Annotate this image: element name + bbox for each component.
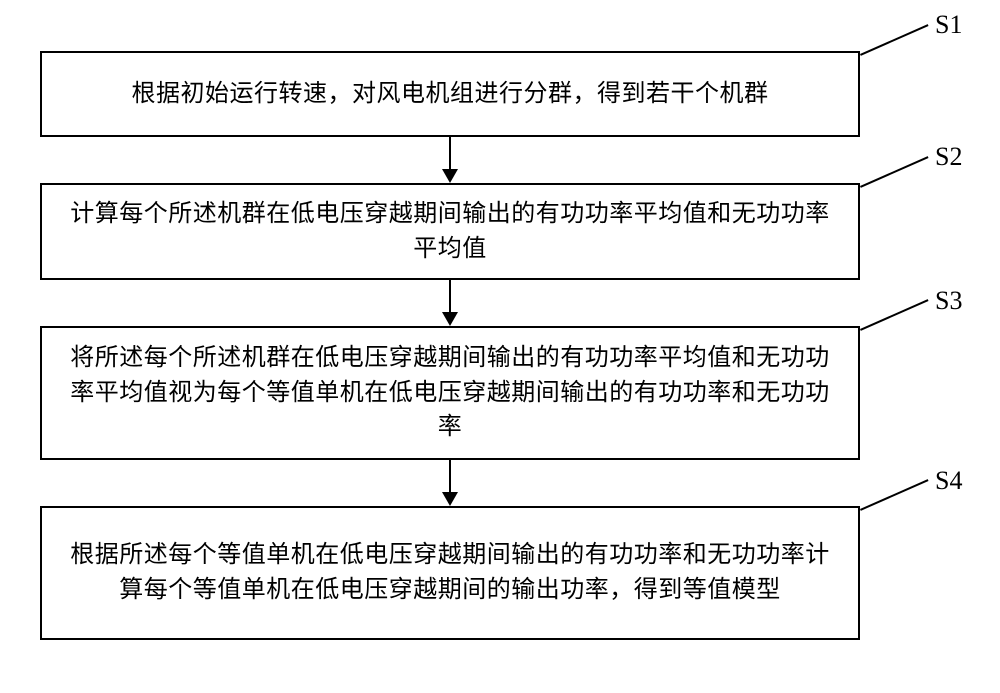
step-text-s1: 根据初始运行转速，对风电机组进行分群，得到若干个机群 xyxy=(132,77,769,112)
step-box-s1: 根据初始运行转速，对风电机组进行分群，得到若干个机群 xyxy=(40,51,860,137)
step-label-s2: S2 xyxy=(935,142,962,172)
leader-line-s4 xyxy=(860,479,929,511)
leader-line-s1 xyxy=(860,24,929,56)
step-box-s4: 根据所述每个等值单机在低电压穿越期间输出的有功功率和无功功率计算每个等值单机在低… xyxy=(40,506,860,640)
step-box-s3: 将所述每个所述机群在低电压穿越期间输出的有功功率平均值和无功功率平均值视为每个等… xyxy=(40,326,860,460)
step-text-s4: 根据所述每个等值单机在低电压穿越期间输出的有功功率和无功功率计算每个等值单机在低… xyxy=(66,538,834,608)
step-label-s3: S3 xyxy=(935,286,962,316)
step-text-s3: 将所述每个所述机群在低电压穿越期间输出的有功功率平均值和无功功率平均值视为每个等… xyxy=(66,341,834,445)
step-label-s1: S1 xyxy=(935,10,962,40)
leader-line-s3 xyxy=(860,299,929,331)
step-box-s2: 计算每个所述机群在低电压穿越期间输出的有功功率平均值和无功功率平均值 xyxy=(40,183,860,280)
flowchart-canvas: 根据初始运行转速，对风电机组进行分群，得到若干个机群 计算每个所述机群在低电压穿… xyxy=(0,0,1000,693)
step-label-s4: S4 xyxy=(935,466,962,496)
step-text-s2: 计算每个所述机群在低电压穿越期间输出的有功功率平均值和无功功率平均值 xyxy=(66,197,834,267)
leader-line-s2 xyxy=(860,156,929,188)
